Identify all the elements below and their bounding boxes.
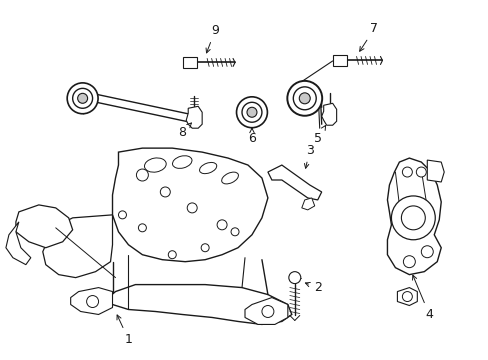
Text: 2: 2	[305, 281, 321, 294]
Text: 5: 5	[313, 126, 325, 145]
Circle shape	[187, 203, 197, 213]
Text: 9: 9	[205, 24, 219, 53]
Ellipse shape	[144, 158, 166, 172]
Text: 8: 8	[178, 123, 191, 139]
Polygon shape	[427, 160, 443, 182]
Polygon shape	[386, 158, 440, 275]
Polygon shape	[397, 288, 416, 306]
Polygon shape	[183, 57, 197, 68]
Circle shape	[168, 251, 176, 259]
Circle shape	[415, 167, 426, 177]
Polygon shape	[42, 215, 112, 278]
Circle shape	[293, 87, 316, 110]
Text: 1: 1	[117, 315, 132, 346]
Text: 4: 4	[412, 275, 432, 321]
Polygon shape	[332, 55, 346, 66]
Circle shape	[160, 187, 170, 197]
Circle shape	[78, 93, 87, 103]
Circle shape	[390, 196, 434, 240]
Polygon shape	[267, 165, 321, 200]
Circle shape	[236, 97, 267, 128]
Circle shape	[299, 93, 309, 104]
Polygon shape	[244, 298, 287, 324]
Polygon shape	[112, 148, 267, 262]
Polygon shape	[301, 198, 314, 210]
Circle shape	[201, 244, 209, 252]
Polygon shape	[71, 288, 112, 315]
Ellipse shape	[221, 172, 238, 184]
Circle shape	[402, 292, 411, 302]
Text: 3: 3	[304, 144, 313, 168]
Circle shape	[118, 211, 126, 219]
Circle shape	[86, 296, 99, 307]
Ellipse shape	[199, 162, 216, 174]
Text: 6: 6	[247, 128, 255, 145]
Circle shape	[402, 167, 411, 177]
Circle shape	[287, 81, 322, 116]
Polygon shape	[108, 285, 291, 324]
Polygon shape	[6, 222, 31, 265]
Circle shape	[246, 107, 256, 117]
Circle shape	[262, 306, 273, 318]
Polygon shape	[321, 103, 336, 125]
Circle shape	[217, 220, 226, 230]
Ellipse shape	[172, 156, 192, 168]
Circle shape	[421, 246, 432, 258]
Circle shape	[401, 206, 425, 230]
Circle shape	[230, 228, 239, 236]
Circle shape	[403, 256, 414, 268]
Circle shape	[138, 224, 146, 232]
Polygon shape	[186, 106, 202, 128]
Circle shape	[288, 272, 300, 284]
Circle shape	[67, 83, 98, 114]
Text: 7: 7	[359, 22, 378, 51]
Circle shape	[73, 88, 92, 108]
Circle shape	[242, 102, 262, 122]
Polygon shape	[16, 205, 73, 248]
Circle shape	[136, 169, 148, 181]
